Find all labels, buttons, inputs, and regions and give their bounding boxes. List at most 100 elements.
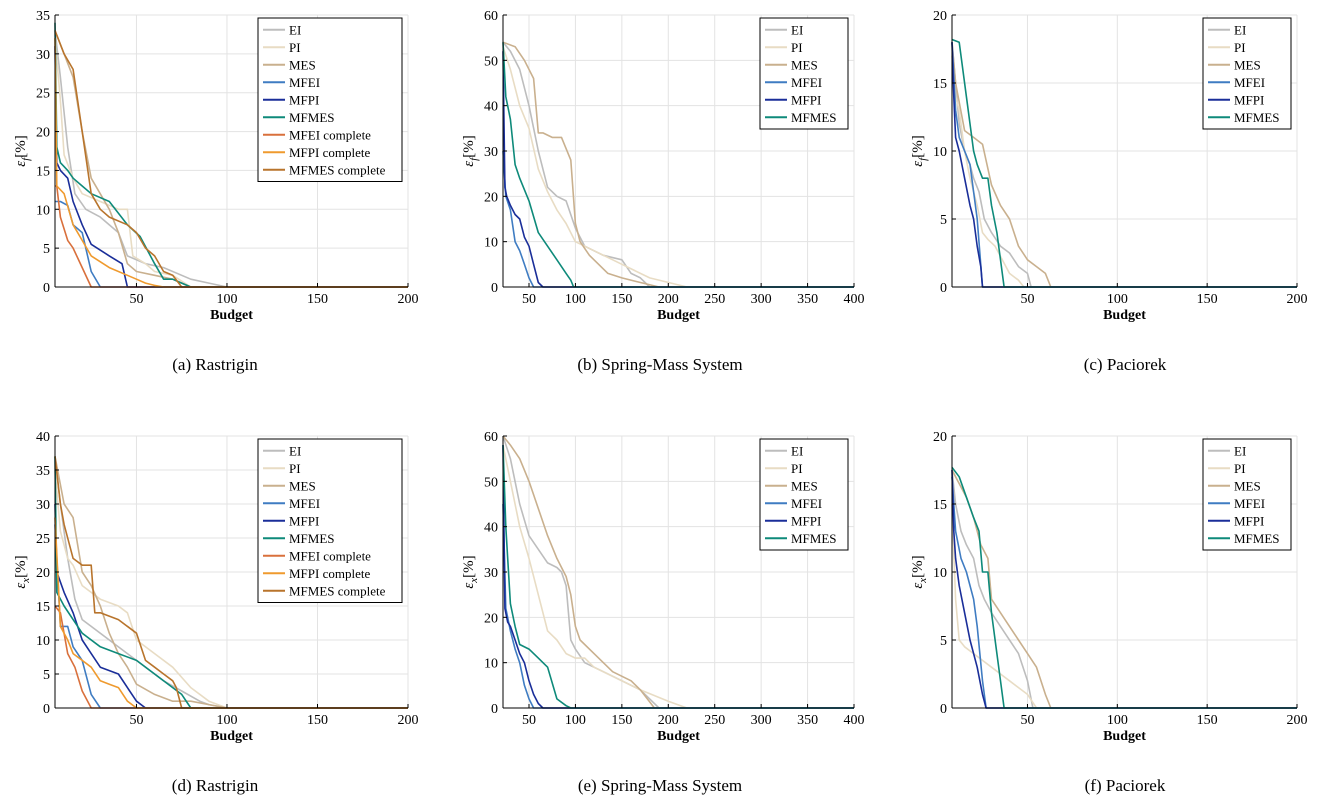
legend-label: EI [289,22,301,37]
x-tick-label: 350 [797,713,818,728]
legend-box [257,17,403,182]
legend-label: MFMES [289,531,335,546]
y-axis-label: εf[%] [910,135,929,166]
y-tick-label: 15 [36,600,50,615]
y-label-subscript: x [917,578,929,584]
y-tick-label: 15 [36,164,50,179]
series-line [951,476,1297,709]
legend-box [1202,17,1292,130]
legend-label: MFPI [1234,513,1264,528]
y-tick-label: 40 [484,521,498,536]
legend-label: MFMES [1234,110,1280,125]
x-tick-label: 350 [797,292,818,307]
y-tick-label: 10 [36,203,50,218]
legend-label: MFMES complete [289,583,386,598]
y-tick-label: 10 [484,657,498,672]
y-label-unit: [%] [461,555,477,578]
legend-label: PI [791,40,803,55]
series-line [54,456,408,709]
chart-panel: 50 100 150 200 0 5 10 15 20 Budget εx[%] EI PI MES MFE… [910,430,1308,795]
legend-label: MES [1234,57,1261,72]
legend: EI PI MES MFEI MFPI MFMES [759,438,849,551]
legend-label: PI [289,461,301,476]
y-tick-label: 0 [491,702,498,717]
series-line [502,46,854,288]
legend-label: MES [1234,478,1261,493]
y-tick-label: 0 [491,281,498,296]
y-tick-label: 60 [484,9,498,24]
series-line [951,42,1297,288]
y-label-symbol: ε [910,161,926,167]
series-line [54,456,408,709]
x-tick-label: 200 [658,713,679,728]
series-line [54,46,408,288]
x-axis-label: Budget [657,308,700,323]
legend: EI PI MES MFEI MFPI MFMES MFEI complete MFPI co… [257,17,403,182]
legend-label: EI [791,443,803,458]
y-tick-label: 50 [484,54,498,69]
legend-label: EI [289,443,301,458]
legend-label: PI [791,461,803,476]
y-axis-label: εf[%] [13,135,32,166]
series-line [502,503,854,709]
series-line [502,42,854,288]
x-axis-label: Budget [657,729,700,744]
x-tick-label: 300 [751,292,772,307]
y-tick-label: 15 [933,77,947,92]
y-tick-label: 15 [933,498,947,513]
legend: EI PI MES MFEI MFPI MFMES MFEI complete MFPI co… [257,438,403,603]
x-axis-label: Budget [210,729,253,744]
x-tick-label: 200 [398,713,419,728]
y-tick-label: 0 [43,281,50,296]
series-line [502,444,854,709]
chart-panel: 50 100 150 200 0 5 10 15 20 25 30 35 40 Budget εx[%] EI… [13,430,419,795]
y-label-subscript: x [20,578,32,584]
y-tick-label: 0 [43,702,50,717]
legend-label: MFMES [791,531,837,546]
series-line [54,38,408,288]
legend-label: PI [1234,40,1246,55]
x-tick-label: 200 [658,292,679,307]
x-tick-label: 200 [1287,713,1308,728]
x-tick-label: 100 [565,292,586,307]
x-tick-label: 100 [565,713,586,728]
legend-label: EI [791,22,803,37]
x-tick-label: 100 [1107,292,1128,307]
y-tick-label: 35 [36,9,50,24]
y-tick-label: 50 [484,475,498,490]
legend: EI PI MES MFEI MFPI MFMES [759,17,849,130]
chart-caption: (f) Paciorek [1085,776,1166,795]
legend: EI PI MES MFEI MFPI MFMES [1202,438,1292,551]
series-line [54,469,408,709]
y-tick-label: 10 [36,634,50,649]
legend-label: MFMES complete [289,162,386,177]
legend-label: MES [289,57,316,72]
y-label-symbol: ε [461,583,477,589]
y-tick-label: 30 [36,48,50,63]
legend-label: MFPI [791,513,821,528]
x-axis-label: Budget [1103,729,1146,744]
x-axis-label: Budget [1103,308,1146,323]
legend-label: EI [1234,443,1246,458]
y-axis-label: εx[%] [13,555,32,588]
x-tick-label: 300 [751,713,772,728]
legend-label: MFEI complete [289,127,371,142]
series-line [54,517,408,709]
series-line [951,42,1297,288]
legend-label: MFPI complete [289,145,370,160]
legend-box [1202,438,1292,551]
series-line [54,605,408,709]
y-axis-label: εx[%] [461,555,480,588]
series-line [55,185,408,288]
chart-caption: (e) Spring-Mass System [578,776,742,795]
series-line [54,503,408,709]
chart-caption: (a) Rastrigin [172,355,258,374]
y-tick-label: 20 [484,190,498,205]
y-label-symbol: ε [461,161,477,167]
legend-label: MFMES [289,110,335,125]
y-tick-label: 20 [484,611,498,626]
chart-caption: (d) Rastrigin [172,776,259,795]
series-line [951,466,1297,709]
y-tick-label: 30 [484,145,498,160]
y-label-symbol: ε [13,583,29,589]
